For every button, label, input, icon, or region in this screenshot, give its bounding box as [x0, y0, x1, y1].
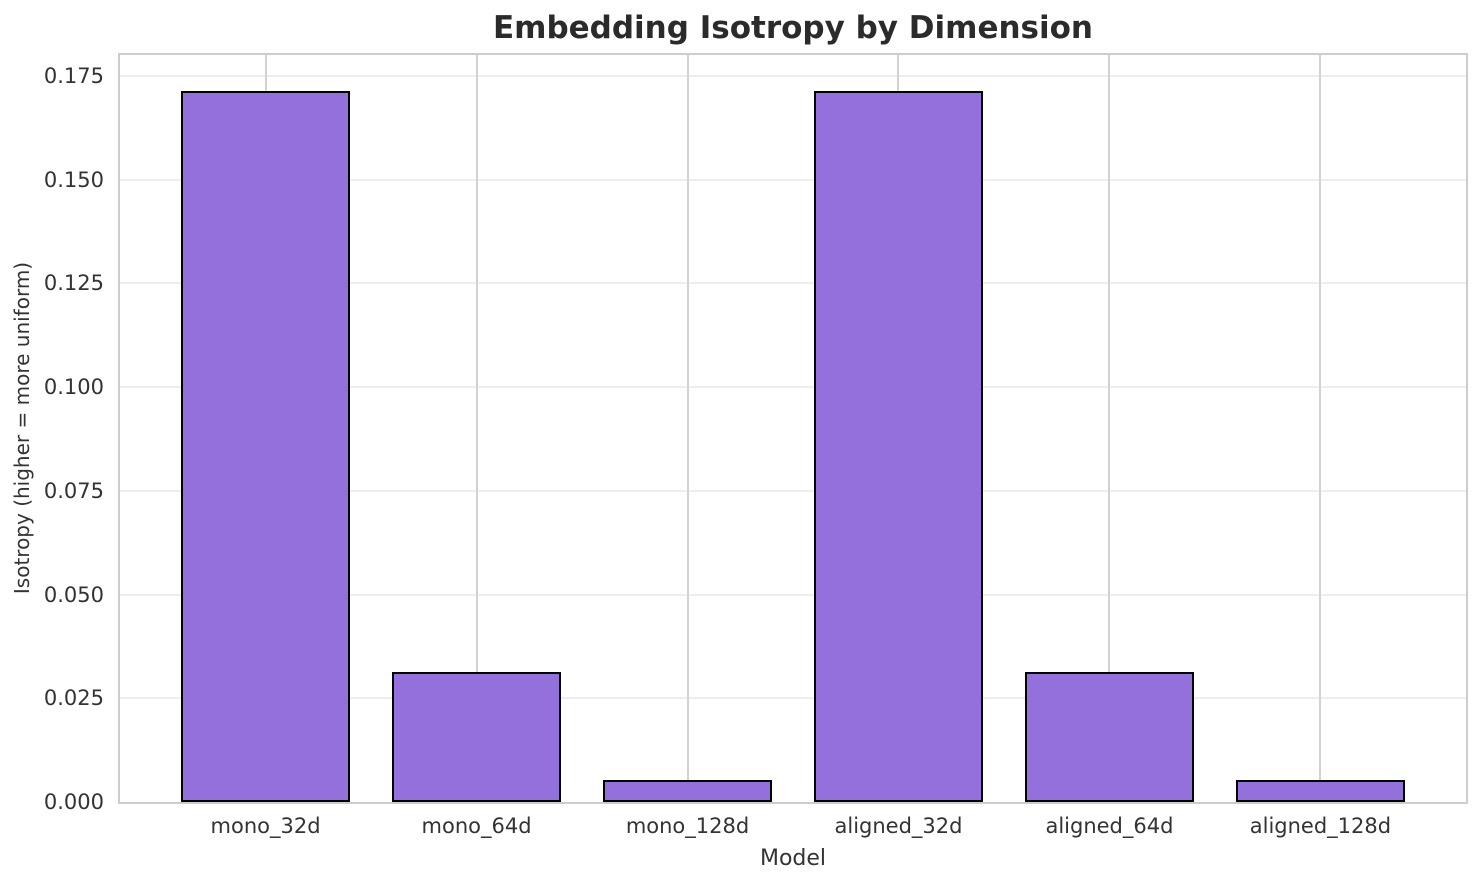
x-tick-label: aligned_64d — [1045, 814, 1174, 838]
bar-mono_32d — [181, 90, 350, 802]
y-tick-label: 0.100 — [43, 375, 104, 399]
x-tick-label: mono_32d — [210, 814, 321, 838]
x-gridline — [686, 55, 689, 802]
bar-mono_128d — [603, 780, 772, 802]
bar-aligned_64d — [1025, 671, 1194, 802]
y-tick-label: 0.075 — [43, 478, 104, 503]
x-tick-label: mono_128d — [625, 814, 750, 838]
y-tick-label: 0.050 — [43, 582, 104, 607]
y-tick-label: 0.125 — [43, 271, 104, 296]
y-gridline — [120, 74, 1466, 77]
x-tick-label: aligned_128d — [1249, 814, 1392, 838]
x-gridline — [475, 55, 478, 802]
y-axis-label: Isotropy (higher = more uniform) — [10, 261, 34, 595]
bar-aligned_32d — [814, 90, 983, 802]
y-gridline — [120, 386, 1466, 388]
y-tick-label: 0.000 — [43, 790, 104, 814]
y-tick-label: 0.175 — [43, 63, 104, 88]
bar-mono_64d — [392, 671, 561, 802]
y-gridline — [120, 593, 1466, 596]
y-tick-label: 0.025 — [43, 686, 104, 711]
y-gridline — [120, 697, 1466, 700]
y-tick-label: 0.150 — [43, 167, 104, 192]
x-tick-label: mono_64d — [421, 814, 532, 838]
plot-area — [118, 53, 1468, 804]
y-gridline — [120, 178, 1466, 181]
y-gridline — [120, 489, 1466, 492]
bar-aligned_128d — [1236, 780, 1405, 802]
x-axis-label: Model — [759, 846, 827, 871]
chart-title: Embedding Isotropy by Dimension — [492, 10, 1094, 46]
x-tick-label: aligned_32d — [834, 814, 963, 838]
x-gridline — [1108, 55, 1111, 802]
y-gridline — [120, 282, 1466, 285]
x-gridline — [1319, 55, 1322, 802]
